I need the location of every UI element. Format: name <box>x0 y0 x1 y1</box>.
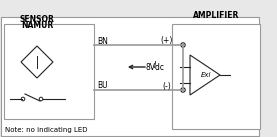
Text: Exi: Exi <box>201 72 211 78</box>
Text: 8Vdc: 8Vdc <box>145 62 165 72</box>
Text: SENSOR: SENSOR <box>20 15 55 24</box>
Text: NAMUR: NAMUR <box>21 22 53 31</box>
Polygon shape <box>190 55 220 95</box>
Bar <box>1 17 259 136</box>
Circle shape <box>39 97 43 101</box>
Circle shape <box>21 97 25 101</box>
Text: I: I <box>154 62 156 71</box>
Text: Note: no indicating LED: Note: no indicating LED <box>5 127 88 133</box>
Circle shape <box>181 88 185 92</box>
Text: (+): (+) <box>161 36 173 45</box>
Bar <box>172 24 260 129</box>
Bar <box>4 24 94 119</box>
Text: (-): (-) <box>163 82 171 91</box>
Polygon shape <box>21 46 53 78</box>
Text: BU: BU <box>97 82 108 91</box>
Circle shape <box>181 43 185 47</box>
Text: BN: BN <box>97 36 108 45</box>
Text: AMPLIFIER: AMPLIFIER <box>193 11 239 19</box>
